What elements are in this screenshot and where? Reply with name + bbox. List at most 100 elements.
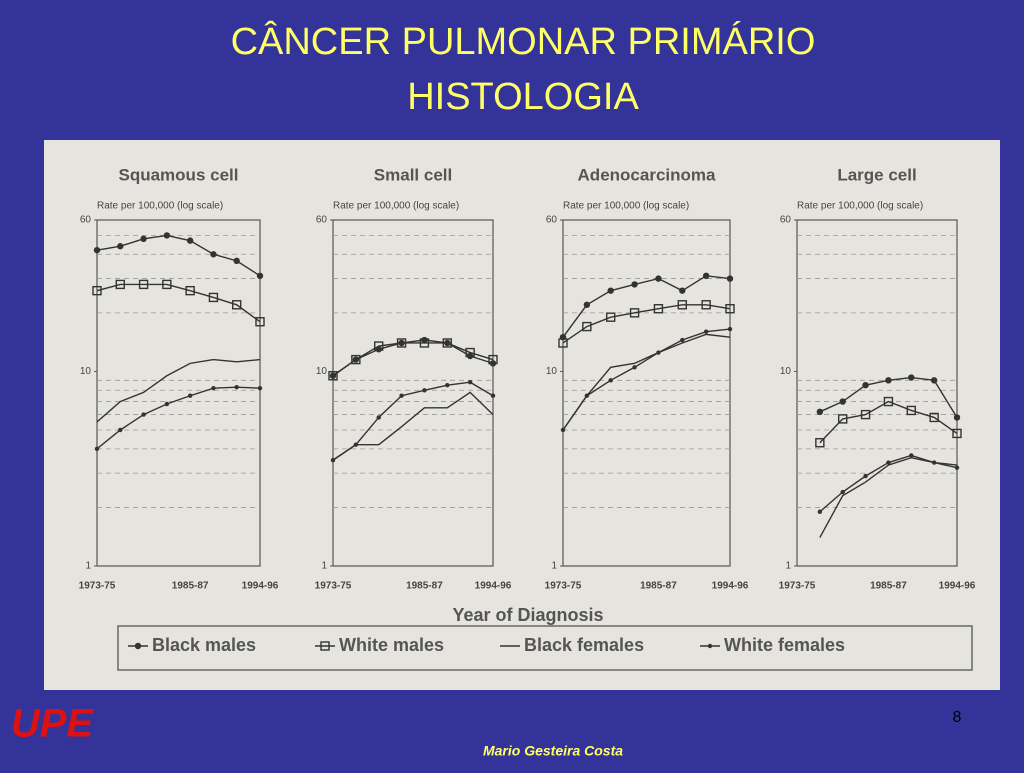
y-tick-label: 60 <box>780 215 792 226</box>
marker <box>908 374 915 381</box>
marker <box>701 300 711 310</box>
logo-bg <box>0 700 108 768</box>
marker <box>817 509 823 514</box>
legend-label: White females <box>724 635 845 655</box>
y-tick-label: 60 <box>80 215 92 226</box>
marker <box>396 338 407 348</box>
marker <box>232 300 242 310</box>
marker <box>353 442 359 447</box>
marker <box>117 243 124 250</box>
plot-frame <box>96 219 261 567</box>
marker <box>582 321 592 332</box>
marker <box>727 326 733 332</box>
marker <box>351 354 361 365</box>
x-tick-label: 1994-96 <box>242 581 279 592</box>
marker <box>725 304 735 314</box>
marker <box>839 398 846 405</box>
y-axis-label: Rate per 100,000 (log scale) <box>797 201 923 212</box>
marker <box>257 385 263 391</box>
marker <box>883 396 894 407</box>
y-axis-label: Rate per 100,000 (log scale) <box>97 201 223 212</box>
x-tick-label: 1994-96 <box>475 581 512 592</box>
marker <box>726 275 734 282</box>
y-tick-label: 60 <box>546 215 558 226</box>
y-axis-label: Rate per 100,000 (log scale) <box>333 201 459 212</box>
marker <box>233 257 240 265</box>
marker <box>115 279 125 290</box>
marker <box>954 465 960 470</box>
marker <box>930 377 938 384</box>
marker <box>419 338 430 348</box>
marker <box>816 408 824 416</box>
x-tick-label: 1973-75 <box>545 581 582 592</box>
series-line <box>562 275 731 338</box>
legend-label: Black males <box>152 635 256 655</box>
x-tick-label: 1994-96 <box>939 581 976 592</box>
marker <box>328 371 338 381</box>
marker <box>707 643 713 649</box>
panel-title: Adenocarcinoma <box>578 165 716 184</box>
marker <box>815 438 825 448</box>
plot-frame <box>332 219 494 567</box>
series-line <box>819 400 958 444</box>
marker <box>840 489 845 495</box>
author: Mario Gesteira Costa <box>483 743 623 759</box>
marker <box>465 347 475 358</box>
marker <box>608 378 613 383</box>
marker <box>906 405 916 416</box>
marker <box>255 317 265 327</box>
marker <box>607 287 614 294</box>
marker <box>256 272 264 280</box>
series-line <box>332 381 494 461</box>
x-axis-label: Year of Diagnosis <box>452 605 603 625</box>
legend-box <box>117 625 973 671</box>
legend-label: Black females <box>524 635 644 655</box>
marker <box>679 287 686 294</box>
plot-frame <box>796 219 958 567</box>
y-tick-label: 10 <box>80 366 92 377</box>
marker <box>162 279 172 290</box>
x-tick-label: 1973-75 <box>79 581 116 592</box>
slide-subtitle: HISTOLOGIA <box>407 76 639 118</box>
marker <box>909 453 914 458</box>
marker <box>320 641 330 651</box>
marker <box>187 393 193 398</box>
marker <box>703 329 709 334</box>
marker <box>655 275 662 282</box>
x-tick-label: 1985-87 <box>870 581 907 592</box>
marker <box>138 279 149 290</box>
marker <box>583 301 591 308</box>
marker <box>490 393 496 398</box>
marker <box>488 354 498 365</box>
marker <box>422 388 427 393</box>
marker <box>93 246 101 254</box>
marker <box>702 272 710 280</box>
marker <box>186 237 194 244</box>
marker <box>376 415 381 420</box>
marker <box>421 336 428 344</box>
marker <box>886 460 891 465</box>
marker <box>629 308 640 318</box>
marker <box>584 393 590 398</box>
marker <box>860 409 871 420</box>
marker <box>560 427 566 433</box>
marker <box>952 428 962 439</box>
marker <box>399 393 404 398</box>
marker <box>442 338 452 348</box>
marker <box>863 473 868 479</box>
marker <box>838 414 848 424</box>
marker <box>140 235 147 243</box>
marker <box>92 285 102 296</box>
marker <box>445 382 450 388</box>
marker <box>558 338 568 348</box>
marker <box>632 365 637 370</box>
marker <box>210 251 217 258</box>
x-tick-label: 1985-87 <box>406 581 443 592</box>
x-tick-label: 1994-96 <box>712 581 749 592</box>
y-tick-label: 10 <box>316 366 328 377</box>
marker <box>467 380 473 385</box>
marker <box>885 377 892 384</box>
marker <box>118 427 123 433</box>
marker <box>656 350 661 355</box>
